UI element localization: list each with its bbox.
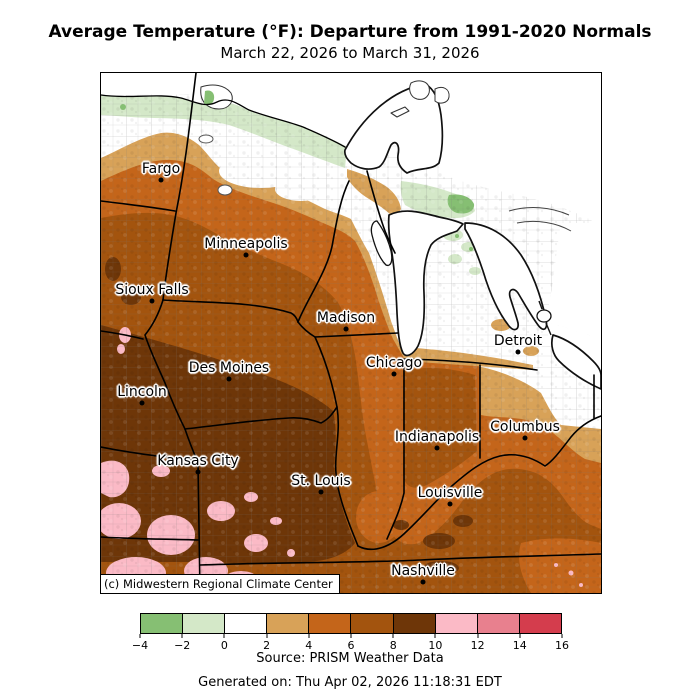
nw-angle-island [204, 90, 215, 106]
map: Fargo Minneapolis Sioux Falls Madison Chicag… [100, 72, 602, 594]
colorbar-tick-mark [392, 634, 394, 638]
lake-michigan [387, 210, 464, 357]
colorbar-segment-4 [309, 614, 352, 633]
lake-erie [550, 334, 601, 390]
colorbar-segment-9 [519, 614, 561, 633]
generated-timestamp: Generated on: Thu Apr 02, 2026 11:18:31 … [198, 675, 502, 690]
colorbar-tick-mark [350, 634, 352, 638]
colorbar-segment-6 [393, 614, 436, 633]
colorbar-tick-label: 6 [347, 639, 355, 652]
great-lakes [343, 83, 601, 390]
lake-st-clair [536, 309, 552, 323]
colorbar-tick-label: 12 [470, 639, 485, 652]
colorbar-tick-mark [308, 634, 310, 638]
colorbar-tick-label: 14 [512, 639, 527, 652]
north-channel-outlines [508, 207, 572, 232]
colorbar-tick-label: 16 [555, 639, 569, 652]
state-boundaries [101, 73, 601, 593]
colorbar-tick-label: −2 [174, 639, 191, 652]
mille-lacs [217, 184, 233, 196]
devils-lake [198, 134, 214, 144]
lake-huron [464, 222, 548, 331]
colorbar-tick-label: 4 [305, 639, 313, 652]
source-note: Source: PRISM Weather Data [256, 651, 444, 666]
colorbar-tick-mark [561, 634, 563, 638]
copyright-note: (c) Midwestern Regional Climate Center [101, 574, 340, 593]
colorbar-tick-label: 0 [220, 639, 228, 652]
colorbar-tick-mark [477, 634, 479, 638]
colorbar-tick-mark [139, 634, 141, 638]
chart-subtitle: March 22, 2026 to March 31, 2026 [220, 44, 480, 62]
colorbar-tick-label: 10 [428, 639, 443, 652]
colorbar-tick-mark [434, 634, 436, 638]
colorbar-segment-3 [267, 614, 310, 633]
colorbar-segment-7 [435, 614, 478, 633]
green-bay [370, 220, 393, 267]
colorbar-segment-0 [141, 614, 184, 633]
colorbar-tick-mark [266, 634, 268, 638]
colorbar-ticks: −4 −2 0 2 4 6 8 10 12 14 16 [132, 634, 569, 656]
colorbar-segment-2 [225, 614, 268, 633]
colorbar-tick-mark [519, 634, 521, 638]
colorbar-tick-label: −4 [131, 639, 149, 652]
colorbar-segment-1 [183, 614, 226, 633]
detroit-river [538, 300, 552, 336]
colorbar-segment-5 [351, 614, 394, 633]
colorbar-tick-mark [223, 634, 225, 638]
map-canvas [101, 73, 601, 593]
colorbar-tick-label: 8 [389, 639, 397, 652]
colorbar-tick-label: 2 [263, 639, 271, 652]
colorbar-tick-mark [181, 634, 183, 638]
lake-nipigon [409, 80, 430, 100]
colorbar-segment-8 [477, 614, 520, 633]
chart-title: Average Temperature (°F): Departure from… [48, 22, 652, 42]
lake-nipigon-2 [434, 86, 450, 104]
colorbar [140, 613, 562, 634]
isle-royale [390, 106, 410, 118]
